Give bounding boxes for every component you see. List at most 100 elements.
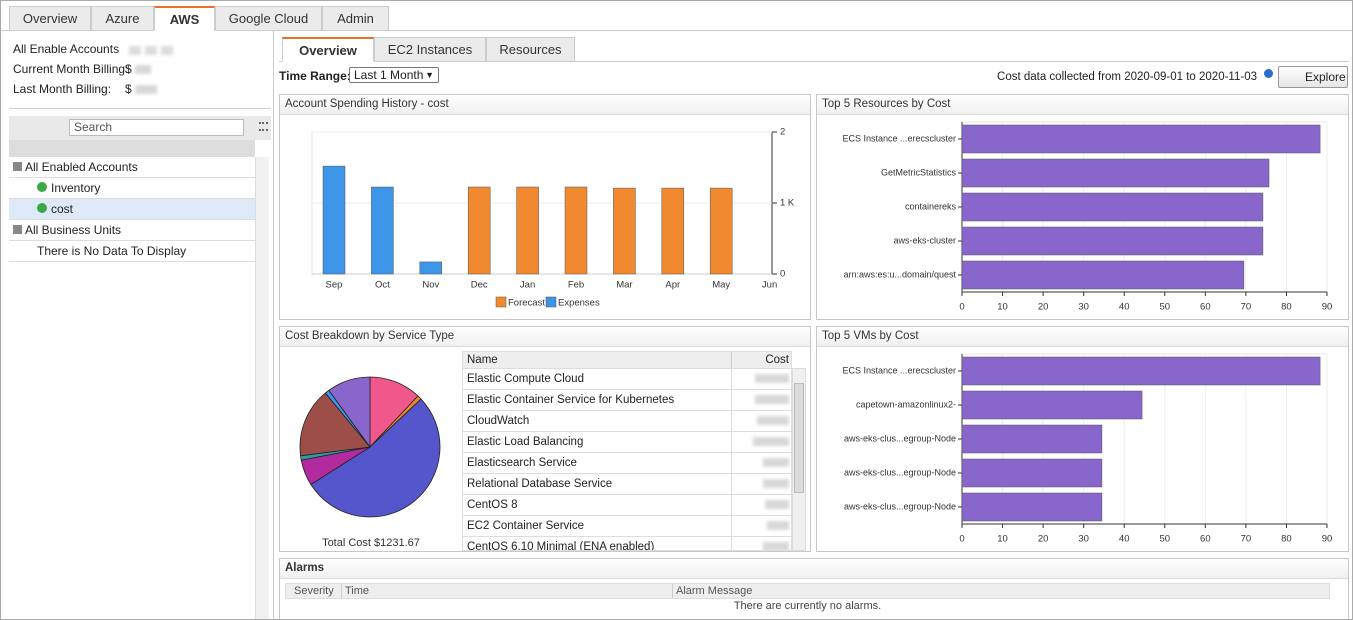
cost-cell [731, 410, 791, 432]
table-row: Relational Database Service [463, 473, 791, 495]
service-name: CentOS 6.10 Minimal (ENA enabled) [463, 536, 732, 550]
blurred-cost [755, 373, 789, 383]
service-name: Elasticsearch Service [463, 452, 732, 474]
label: All Enabled Accounts [25, 160, 138, 174]
bar [961, 424, 1103, 454]
bar [961, 458, 1103, 488]
blurred-cost [753, 436, 789, 446]
alarms-panel: Alarms Severity Time Alarm Message There… [279, 558, 1349, 619]
tab[interactable]: Overview [9, 6, 91, 31]
table-row: Elasticsearch Service [463, 452, 791, 474]
chart: 0 10 20 30 40 50 60 70 80 90 ECS Instance ...erecs… [842, 353, 1332, 545]
placeholder: Search [74, 120, 113, 134]
y-tick-label: aws-eks-clus...egroup-Node [844, 467, 956, 477]
blurred-cost [755, 394, 789, 404]
bar [961, 356, 1321, 386]
label: All Business Units [25, 223, 122, 237]
blurred-cost [763, 457, 789, 467]
x-tick-label: 80 [1281, 302, 1292, 313]
bar [961, 158, 1270, 188]
x-tick-label: 0 [959, 302, 964, 313]
bar [467, 186, 491, 275]
service-name: CloudWatch [463, 410, 732, 432]
pie-slice [299, 392, 371, 457]
x-tick-label: Feb [568, 280, 584, 291]
blurred-cost [763, 541, 789, 550]
tab[interactable]: AWS [154, 6, 215, 31]
subtab[interactable]: Overview [282, 37, 374, 62]
bar [564, 186, 588, 275]
service-name: Elastic Load Balancing [463, 431, 732, 453]
tree-node[interactable]: Inventory [9, 178, 255, 199]
tree-header [9, 140, 255, 157]
tree-node[interactable]: All Enabled Accounts [9, 157, 255, 178]
label: Explore [1305, 70, 1346, 84]
y-tick-label: 1 K [780, 198, 795, 209]
collected-note: Cost data collected from 2020-09-01 to 2… [997, 71, 1257, 83]
label: Current Month Billing: [13, 62, 129, 76]
panel: Top 5 Resources by Cost 0 10 20 30 40 50 60 70 80… [816, 94, 1349, 320]
legend-label[interactable]: Expenses [558, 298, 600, 309]
x-tick-label: 20 [1038, 302, 1049, 313]
cost-table: Name Cost Elastic Compute Cloud Elastic Con… [462, 351, 792, 551]
bar [961, 492, 1103, 522]
y-tick-label: ECS Instance ...erecscluster [842, 133, 956, 143]
service-name: CentOS 8 [463, 494, 732, 516]
y-tick-label: 2 [780, 127, 785, 138]
bar [419, 261, 443, 275]
y-tick-label: 0 [780, 269, 785, 280]
tree-node-selected[interactable]: cost [9, 199, 255, 220]
tab[interactable]: Google Cloud [215, 6, 322, 31]
empty-message: There are currently no alarms. [733, 600, 882, 612]
summary-last: Last Month Billing: [13, 82, 111, 96]
tab[interactable]: Azure [91, 6, 154, 31]
x-tick-label: Sep [326, 280, 343, 291]
table-row: CentOS 6.10 Minimal (ENA enabled) [463, 536, 791, 550]
cost-cell [731, 389, 791, 411]
y-tick-label: aws-eks-clus...egroup-Node [844, 433, 956, 443]
value: Last 1 Month [354, 68, 424, 82]
service-name: EC2 Container Service [463, 515, 732, 537]
x-tick-label: 10 [997, 534, 1008, 545]
tree-node: There is No Data To Display [9, 241, 255, 262]
subtab[interactable]: EC2 Instances [374, 37, 486, 62]
legend-label[interactable]: Forecast [508, 298, 545, 309]
tree-node[interactable]: All Business Units [9, 220, 255, 241]
explore-button[interactable]: Explore [1278, 66, 1348, 88]
label: There is No Data To Display [37, 244, 187, 258]
panel-title: Account Spending History - cost [280, 95, 810, 115]
col-header[interactable]: Alarm Message [672, 584, 752, 598]
table-row: Elastic Container Service for Kubernetes [463, 389, 791, 411]
table-row: EC2 Container Service [463, 515, 791, 537]
scrollbar[interactable] [255, 157, 269, 619]
subtab[interactable]: Resources [486, 37, 575, 62]
menu-icon[interactable] [259, 122, 268, 131]
table-row: Elastic Compute Cloud [463, 368, 791, 390]
time-range-select[interactable]: Last 1 Month ▼ [349, 67, 439, 83]
info-icon[interactable] [1264, 69, 1273, 78]
cost-cell [731, 494, 791, 516]
x-tick-label: 10 [997, 302, 1008, 313]
divider [9, 108, 271, 109]
x-tick-label: 70 [1241, 534, 1252, 545]
bar [661, 187, 685, 275]
search-input[interactable]: Search [69, 119, 244, 136]
service-name: Relational Database Service [463, 473, 732, 495]
col-header[interactable]: Cost [731, 352, 791, 369]
panel-title: Top 5 VMs by Cost [817, 327, 1348, 347]
bar [516, 186, 539, 275]
bar [961, 390, 1143, 420]
chart: 0 10 20 30 40 50 60 70 80 90 ECS Instance ...erecs… [842, 121, 1332, 313]
col-header[interactable]: Severity [294, 585, 334, 597]
label: Inventory [51, 181, 101, 195]
col-header[interactable]: Time [341, 584, 369, 598]
tab[interactable]: Admin [322, 6, 389, 31]
col-header[interactable]: Name [463, 352, 732, 369]
x-tick-label: Nov [422, 280, 439, 291]
x-tick-label: Apr [665, 280, 680, 291]
blurred [129, 43, 173, 57]
x-tick-label: 30 [1078, 302, 1089, 313]
currency: $ [125, 62, 152, 76]
scrollbar[interactable] [792, 368, 806, 551]
